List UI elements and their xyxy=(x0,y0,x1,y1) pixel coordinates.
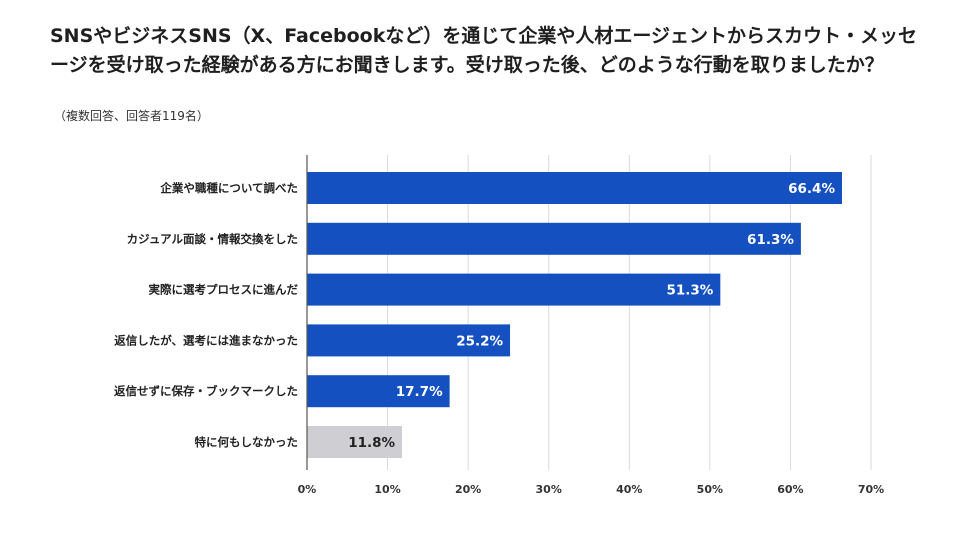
category-label: 実際に選考プロセスに進んだ xyxy=(149,283,299,297)
x-tick-label: 50% xyxy=(697,483,723,496)
bar xyxy=(307,222,801,255)
bars: 66.4% 61.3% 51.3% 25.2% 17.7% 11.8% xyxy=(307,172,842,458)
category-label: 特に何もしなかった xyxy=(195,435,299,449)
bar xyxy=(307,426,403,458)
bar-value-label: 61.3% xyxy=(747,232,794,248)
bar xyxy=(307,324,511,357)
category-label: 返信せずに保存・ブックマークした xyxy=(114,384,298,398)
bar-value-label: 11.8% xyxy=(348,435,395,451)
x-tick-label: 20% xyxy=(455,483,481,496)
bar-value-label: 51.3% xyxy=(666,283,713,299)
category-labels: 企業や職種について調べたカジュアル面談・情報交換をした実際に選考プロセスに進んだ… xyxy=(114,181,298,449)
x-tick-label: 30% xyxy=(536,483,562,496)
x-tick-label: 40% xyxy=(616,483,642,496)
bar xyxy=(307,273,721,306)
x-tick-label: 10% xyxy=(374,483,400,496)
x-tick-label: 60% xyxy=(777,483,803,496)
x-tick-label: 0% xyxy=(298,483,317,496)
chart-subtitle: （複数回答、回答者119名） xyxy=(54,109,209,123)
bar xyxy=(307,172,842,204)
category-label: カジュアル面談・情報交換をした xyxy=(127,232,298,246)
category-label: 返信したが、選考には進まなかった xyxy=(114,333,298,347)
gridlines xyxy=(387,155,872,470)
chart-title: SNSやビジネスSNS（X、Facebookなど）を通じて企業や人材エージェント… xyxy=(50,25,917,76)
bar-value-label: 25.2% xyxy=(456,333,503,349)
bar xyxy=(307,375,450,408)
category-label: 企業や職種について調べた xyxy=(159,181,298,195)
bar-value-label: 17.7% xyxy=(396,384,443,400)
x-tick-label: 70% xyxy=(858,483,884,496)
x-axis-ticks: 0% 10% 20% 30% 40% 50% 60% 70% xyxy=(298,155,884,496)
bar-value-label: 66.4% xyxy=(788,181,835,197)
